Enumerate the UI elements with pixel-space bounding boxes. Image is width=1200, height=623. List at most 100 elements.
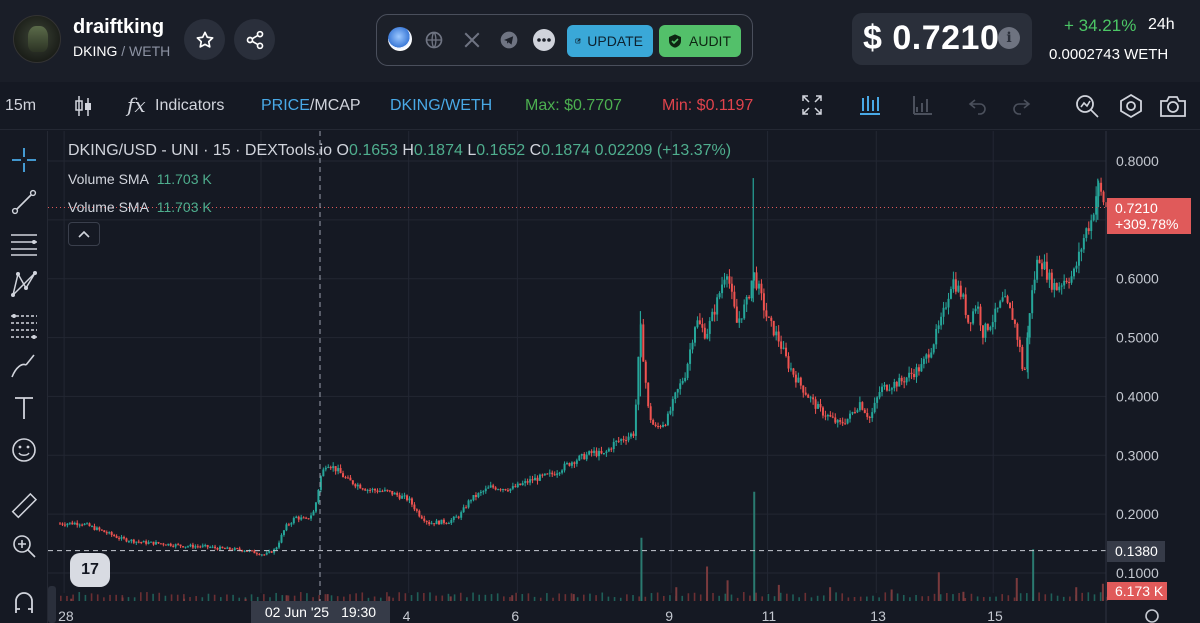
candle-body [834,417,837,423]
globe-icon[interactable] [423,29,445,51]
candle-body [465,507,468,509]
candle-body [625,440,628,442]
collapse-legend-button[interactable] [68,222,100,246]
crosshair-time-label: 02 Jun '25 19:30 [251,601,390,623]
candle-body [792,368,795,375]
candle-body [172,545,175,547]
volume-bar [343,596,345,601]
volume-bar [572,594,575,601]
candle-body [135,541,138,543]
star-icon [196,31,213,48]
volume-bar [638,596,640,601]
volume-bar [170,594,173,601]
candle-body [231,549,234,551]
redo-icon[interactable] [1011,95,1031,120]
telegram-icon[interactable] [498,29,520,51]
volume-bar [336,596,339,601]
candle-body [1001,297,1004,302]
candle-body [403,495,406,497]
text-tool-icon[interactable] [9,393,39,423]
legend-close: 0.1874 [541,142,591,159]
volume-bar [546,593,548,601]
candle-body [760,283,763,294]
share-button[interactable] [234,19,275,60]
more-links-icon[interactable] [533,29,555,51]
candle-body [984,323,987,338]
y-tick-label: 0.3000 [1116,447,1159,463]
ruler-icon[interactable] [9,491,39,521]
audit-button[interactable]: AUDIT [659,25,741,57]
candle-body [1038,259,1041,264]
candle-body [482,491,485,493]
chevron-up-icon [78,230,90,238]
candle-body [529,479,532,483]
update-button[interactable]: UPDATE [567,25,653,57]
volume-icon[interactable] [913,95,933,120]
candle-body [302,517,305,519]
candle-body [371,489,374,491]
candle-body [401,495,404,499]
candle-body [167,543,170,546]
dextools-icon[interactable] [388,27,412,51]
camera-icon[interactable] [1159,94,1187,123]
interval-selector[interactable]: 15m [5,97,37,114]
candle-body [632,433,635,436]
candle-body [657,426,660,428]
candle-body [511,486,514,489]
candle-body [846,418,849,424]
volume-bar [970,593,973,601]
undo-icon[interactable] [968,95,988,120]
indicators-button[interactable]: Indicators [155,97,225,114]
candle-body [526,481,529,483]
trend-line-icon[interactable] [9,187,39,217]
candle-body [356,484,359,487]
brush-tool-icon[interactable] [9,351,39,381]
settings-icon[interactable] [1118,93,1144,124]
candle-body [1021,347,1024,370]
bar-chart-icon[interactable] [859,95,881,120]
pattern-tool-icon[interactable] [9,269,39,299]
price-toggle[interactable]: PRICE [261,97,310,114]
volume-bar [484,594,487,601]
zoom-in-icon[interactable] [9,531,39,561]
legend-close-key: C [529,142,542,159]
candle-body [1060,285,1063,287]
volume-bar [287,595,290,601]
zoom-search-icon[interactable] [1074,93,1100,124]
candle-body [1065,280,1068,283]
candle-body [629,433,632,437]
volume-bar [490,594,493,601]
x-twitter-icon[interactable] [461,29,483,51]
pair-toggle[interactable]: DKING/WETH [390,97,493,114]
candle-body [957,285,960,292]
indicators-icon[interactable]: fx [127,93,146,117]
candle-body [1077,251,1080,266]
price-mcap-toggle[interactable]: PRICE/MCAP [261,97,361,115]
candle-body [940,316,943,326]
volume-bar [1101,583,1104,601]
pair-separator: / [121,43,126,59]
volume-bar [847,597,850,601]
volume-bar [410,595,413,601]
crosshair-icon[interactable] [9,145,39,175]
fullscreen-icon[interactable] [802,95,822,120]
candle-body [223,548,226,550]
candle-body [314,502,317,512]
candle-body [137,541,140,543]
candle-body [831,416,834,418]
candle-body [1055,283,1058,291]
mcap-toggle[interactable]: MCAP [314,97,361,114]
price-chart[interactable]: 0.80000.70000.60000.50000.40000.30000.20… [48,131,1200,623]
tradingview-logo[interactable]: 17 [70,553,110,587]
candle-body [61,523,64,525]
horizontal-lines-icon[interactable] [9,229,39,259]
candle-body [457,516,460,518]
emoji-icon[interactable] [9,435,39,465]
info-icon[interactable]: i [998,27,1020,49]
favorite-button[interactable] [184,19,225,60]
magnet-icon[interactable] [9,587,39,617]
fib-retracement-icon[interactable] [9,311,39,341]
candle-body [393,492,396,495]
x-tick-label: 11 [762,608,777,623]
candlestick-type-icon[interactable] [74,95,94,122]
